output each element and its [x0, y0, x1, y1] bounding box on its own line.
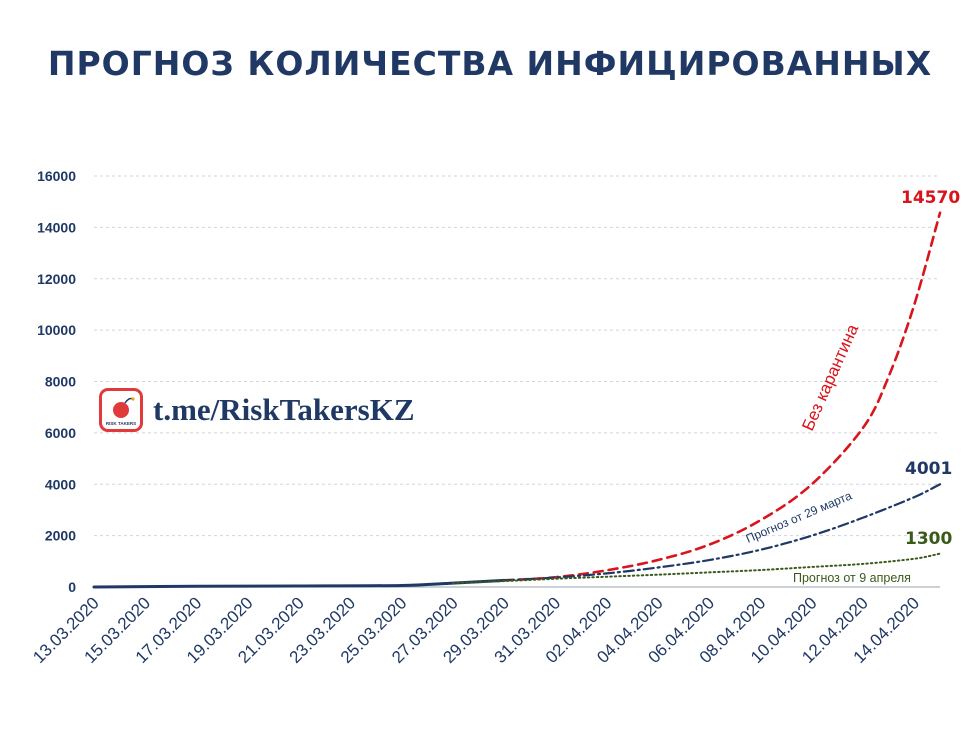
annotations: 14570 4001 1300 Без карантина Прогноз от 29 …: [744, 188, 961, 585]
series-line-3: [451, 552, 941, 585]
y-tick-label: 2000: [45, 528, 76, 544]
series-group: [92, 211, 942, 589]
series-name-label: Прогноз от 9 апреля: [793, 571, 911, 585]
series-line-2: [503, 483, 942, 582]
y-tick-label: 4000: [45, 476, 76, 492]
logo-text: RISK TAKERS: [106, 421, 136, 426]
y-tick-label: 10000: [37, 322, 76, 338]
y-tick-label: 0: [68, 579, 76, 595]
grid-lines: [94, 175, 940, 588]
watermark-link: t.me/RiskTakersKZ: [153, 392, 415, 427]
y-axis: 0 2000 4000 6000 8000 10000 12000 14000 16000: [37, 168, 76, 595]
end-value-label: 1300: [905, 529, 952, 549]
series-line-1: [502, 211, 942, 582]
series-name-label: Без карантина: [798, 321, 862, 434]
series-name-label: Прогноз от 29 марта: [744, 488, 854, 545]
logo: RISK TAKERS: [99, 388, 143, 432]
y-tick-label: 8000: [45, 374, 76, 390]
y-tick-label: 6000: [45, 425, 76, 441]
bomb-icon: RISK TAKERS: [106, 397, 136, 426]
page-title: ПРОГНОЗ КОЛИЧЕСТВА ИНФИЦИРОВАННЫХ: [47, 44, 933, 83]
end-value-label: 14570: [901, 188, 960, 208]
watermark: RISK TAKERS t.me/RiskTakersKZ: [99, 386, 415, 434]
series-line-0: [92, 578, 506, 589]
end-value-label: 4001: [905, 459, 952, 479]
y-tick-label: 12000: [37, 271, 76, 287]
y-tick-label: 16000: [37, 168, 76, 184]
y-tick-label: 14000: [37, 219, 76, 235]
x-axis: 13.03.202015.03.202017.03.202019.03.2020…: [29, 593, 923, 667]
